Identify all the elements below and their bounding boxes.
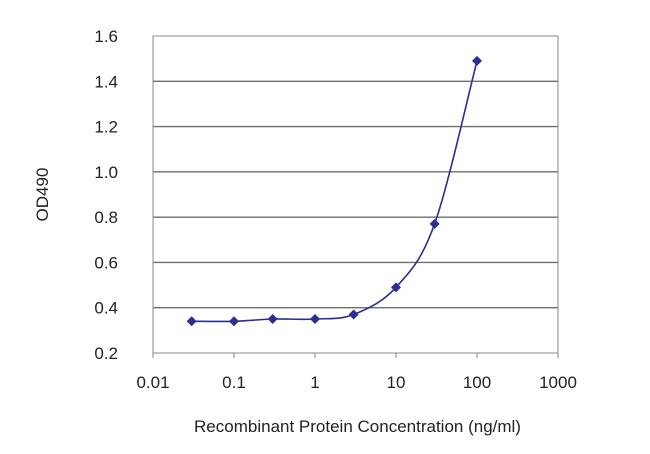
y-tick-label: 0.4 [94, 299, 118, 318]
series-line [191, 60, 478, 323]
y-tick-label: 1.4 [94, 72, 118, 91]
x-axis-title: Recombinant Protein Concentration (ng/ml… [194, 417, 521, 436]
data-point-marker [267, 314, 278, 325]
x-tick-label: 1000 [539, 373, 577, 392]
plot-area-frame [152, 35, 559, 354]
y-axis-ticks: 0.2 0.4 0.6 0.8 1.0 1.2 1.4 1.6 [94, 27, 118, 363]
data-point-marker [391, 282, 401, 293]
x-tick-label: 0.01 [136, 373, 169, 392]
y-tick-label: 0.8 [94, 208, 118, 227]
gridlines [153, 80, 558, 309]
y-tick-label: 0.6 [94, 253, 118, 272]
x-tick-label: 1 [310, 373, 319, 392]
series-group [186, 55, 482, 327]
x-tick-label: 0.1 [222, 373, 246, 392]
y-tick-label: 1.0 [94, 163, 118, 182]
y-tick-label: 0.2 [94, 344, 118, 363]
x-tick-label: 10 [387, 373, 406, 392]
data-point-marker [429, 218, 440, 229]
data-point-marker [348, 309, 359, 320]
data-point-marker [186, 316, 197, 327]
x-axis-ticks: 0.01 0.1 1 10 100 1000 [136, 353, 577, 392]
y-tick-label: 1.2 [94, 118, 118, 137]
y-tick-label: 1.6 [94, 27, 118, 46]
data-point-marker [310, 314, 320, 325]
x-tick-label: 100 [463, 373, 491, 392]
data-point-marker [229, 316, 239, 327]
y-axis-title: OD490 [33, 168, 52, 222]
data-point-marker [472, 55, 482, 66]
